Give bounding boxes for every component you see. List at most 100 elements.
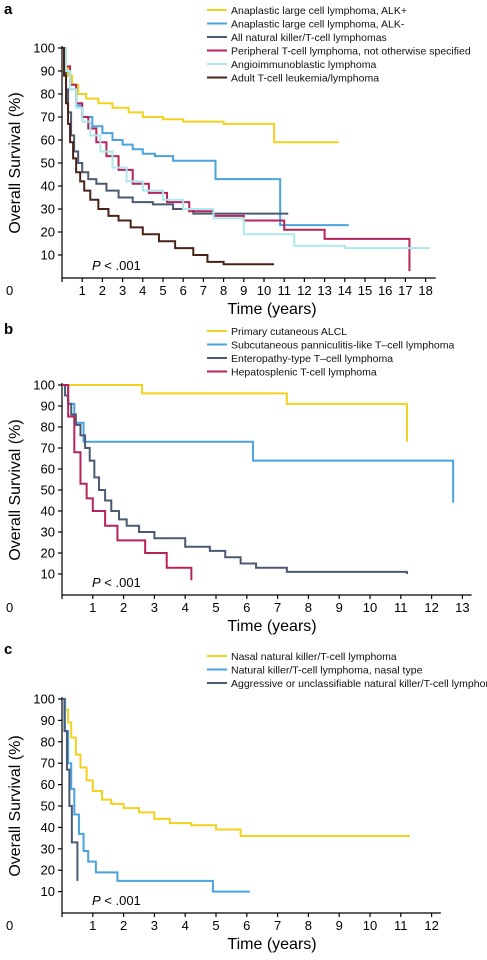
legend-entry: Natural killer/T-cell lymphoma, nasal ty… <box>231 664 423 676</box>
legend-entry: Anaplastic large cell lymphoma, ALK- <box>231 18 405 30</box>
y-tick-label: 40 <box>41 504 55 519</box>
y-tick-label: 20 <box>41 225 55 240</box>
x-tick-label: 12 <box>424 600 438 615</box>
series-line-1 <box>62 698 411 837</box>
x-tick-label: 6 <box>243 600 250 615</box>
y-tick-label: 80 <box>41 87 55 102</box>
x-tick-label: 8 <box>305 600 312 615</box>
y-tick-label: 30 <box>41 525 55 540</box>
p-value-annotation: P < .001 <box>92 893 141 908</box>
x-axis-label: Time (years) <box>227 618 316 635</box>
series-line-6 <box>62 47 275 266</box>
x-tick-label: 8 <box>305 918 312 933</box>
series-line-3 <box>62 384 408 574</box>
y-tick-label: 20 <box>41 863 55 878</box>
x-axis-label: Time (years) <box>227 936 316 953</box>
x-axis-label: Time (years) <box>227 301 316 318</box>
x-tick-label: 11 <box>394 600 408 615</box>
panel-letter: c <box>4 641 12 658</box>
panel-letter: b <box>4 321 13 338</box>
x-tick-label: 8 <box>220 283 227 298</box>
y-tick-label: 90 <box>41 64 55 79</box>
series-line-3 <box>62 698 79 881</box>
x-tick-label: 17 <box>398 283 412 298</box>
x-tick-label: 4 <box>139 283 146 298</box>
legend-entry: Angioimmunoblastic lymphoma <box>231 59 376 71</box>
y-tick-label: 10 <box>41 884 55 899</box>
x-tick-label: 1 <box>89 600 96 615</box>
x-tick-label: 6 <box>243 918 250 933</box>
y-tick-label: 80 <box>41 734 55 749</box>
y-tick-label: 20 <box>41 546 55 561</box>
legend-entry: Primary cutaneous ALCL <box>231 326 347 338</box>
x-tick-label: 12 <box>424 918 438 933</box>
x-tick-label: 16 <box>378 283 392 298</box>
x-tick-label: 10 <box>257 283 271 298</box>
x-tick-label: 7 <box>200 283 207 298</box>
x-tick-label: 2 <box>120 918 127 933</box>
x-tick-label: 10 <box>363 918 377 933</box>
legend-entry: Hepatosplenic T-cell lymphoma <box>231 366 377 378</box>
legend-entry: Subcutaneous panniculitis-like T–cell ly… <box>231 339 455 351</box>
x-tick-label: 7 <box>274 918 281 933</box>
series-line-3 <box>62 47 289 215</box>
x-tick-label: 6 <box>180 283 187 298</box>
x-tick-label: 14 <box>338 283 352 298</box>
y-tick-label: 10 <box>41 248 55 263</box>
p-value-annotation: P < .001 <box>92 258 141 273</box>
x-tick-label: 1 <box>89 918 96 933</box>
x-tick-label: 9 <box>240 283 247 298</box>
y-tick-label: 90 <box>41 713 55 728</box>
x-tick-label: 7 <box>274 600 281 615</box>
y-tick-label: 40 <box>41 179 55 194</box>
p-value-annotation: P < .001 <box>92 575 141 590</box>
x-tick-label: 13 <box>317 283 331 298</box>
panel-letter: a <box>4 1 13 18</box>
x-tick-label: 3 <box>151 918 158 933</box>
y-axis-label: Overall Survival (%) <box>7 735 24 876</box>
x-tick-label: 2 <box>120 600 127 615</box>
x-tick-label: 10 <box>363 600 377 615</box>
y-tick-label: 60 <box>41 462 55 477</box>
x-tick-label: 5 <box>212 918 219 933</box>
y-tick-label: 10 <box>41 567 55 582</box>
x-tick-label: 12 <box>297 283 311 298</box>
legend-entry: Nasal natural killer/T-cell lymphoma <box>231 651 397 663</box>
y-tick-label: 50 <box>41 156 55 171</box>
series-line-2 <box>62 384 455 503</box>
y-tick-label: 30 <box>41 202 55 217</box>
x-tick-label: 4 <box>182 918 189 933</box>
y-tick-label: 90 <box>41 399 55 414</box>
legend-entry: Aggressive or unclassifiable natural kil… <box>231 678 487 690</box>
y-tick-label: 60 <box>41 777 55 792</box>
x-tick-label: 3 <box>151 600 158 615</box>
y-tick-label: 70 <box>41 441 55 456</box>
y-tick-label: 70 <box>41 756 55 771</box>
legend-entry: Peripheral T-cell lymphoma, not otherwis… <box>231 45 471 57</box>
y-tick-label: 60 <box>41 133 55 148</box>
x-tick-label: 0 <box>6 283 13 298</box>
x-tick-label: 15 <box>358 283 372 298</box>
x-tick-label: 4 <box>182 600 189 615</box>
y-tick-label: 50 <box>41 483 55 498</box>
y-tick-label: 50 <box>41 799 55 814</box>
x-tick-label: 2 <box>99 283 106 298</box>
series-line-4 <box>62 384 193 581</box>
x-tick-label: 3 <box>119 283 126 298</box>
y-tick-label: 40 <box>41 820 55 835</box>
y-tick-label: 100 <box>33 692 55 707</box>
x-tick-label: 9 <box>336 600 343 615</box>
y-tick-label: 100 <box>33 378 55 393</box>
y-axis-label: Overall Survival (%) <box>7 92 24 233</box>
x-tick-label: 0 <box>6 918 13 933</box>
y-axis-label: Overall Survival (%) <box>7 419 24 560</box>
x-tick-label: 5 <box>212 600 219 615</box>
x-tick-label: 13 <box>455 600 469 615</box>
x-tick-label: 0 <box>6 600 13 615</box>
x-tick-label: 11 <box>277 283 291 298</box>
y-tick-label: 30 <box>41 841 55 856</box>
